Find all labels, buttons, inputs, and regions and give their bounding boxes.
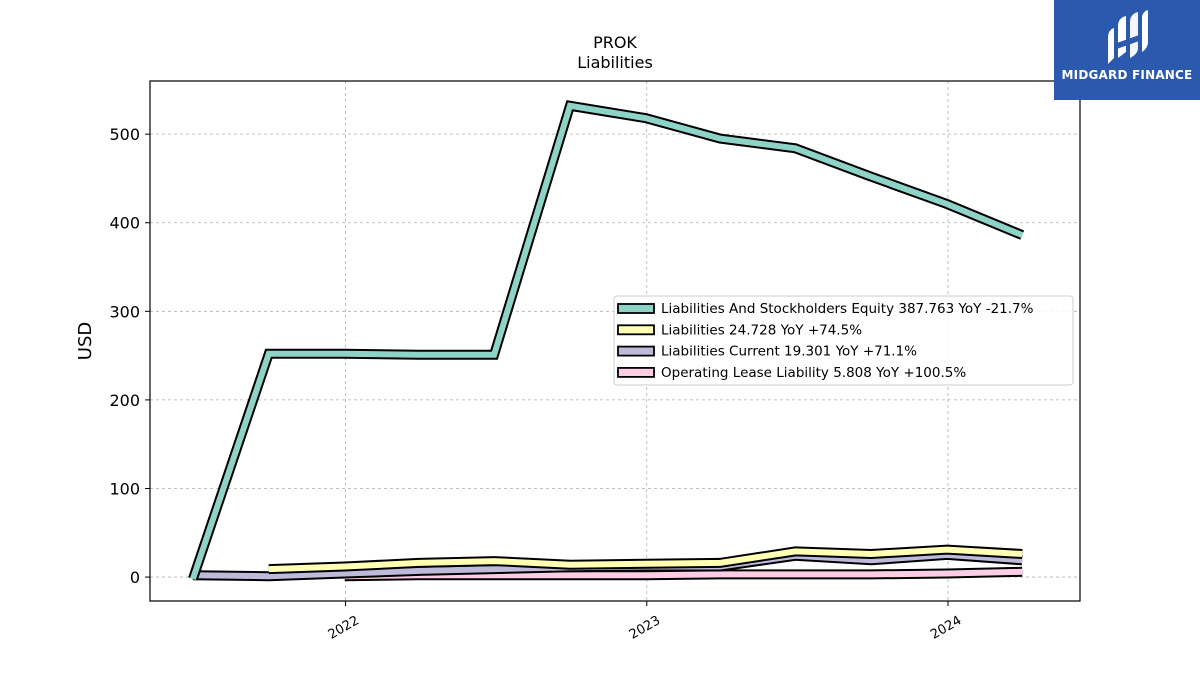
y-tick-label: 0 (130, 568, 140, 587)
y-tick-label: 100 (109, 479, 140, 498)
series-3 (344, 566, 1023, 582)
y-tick-label: 500 (109, 125, 140, 144)
legend-swatch (617, 345, 655, 357)
legend-swatch (617, 324, 655, 336)
x-axis-ticks: 2022 2023 2024 (326, 601, 964, 643)
logo-mark-icon (1108, 10, 1148, 64)
legend: Liabilities And Stockholders Equity 387.… (613, 295, 1074, 386)
chart-title: PROK (593, 33, 637, 52)
legend-box (613, 295, 1074, 386)
x-tick-label: 2022 (326, 613, 362, 643)
x-tick-label: 2023 (627, 613, 663, 643)
y-tick-label: 300 (109, 302, 140, 321)
y-axis-label: USD (75, 322, 96, 360)
legend-entry: Liabilities 24.728 YoY +74.5% (661, 322, 862, 338)
series-line (268, 546, 1023, 573)
series-line (190, 102, 1024, 580)
y-tick-label: 200 (109, 391, 140, 410)
brand-logo: MIDGARD FINANCE (1054, 0, 1200, 100)
legend-swatch (617, 303, 655, 314)
chart-subtitle: Liabilities (577, 53, 653, 72)
series-0 (188, 100, 1025, 581)
x-tick-label: 2024 (928, 613, 964, 643)
y-axis-ticks: 0 100 200 300 400 500 (109, 125, 150, 587)
legend-entry: Liabilities Current 19.301 YoY +71.1% (661, 344, 917, 360)
logo-text: MIDGARD FINANCE (1061, 68, 1193, 82)
series-1 (268, 544, 1023, 575)
legend-swatch (617, 366, 655, 378)
legend-entry: Liabilities And Stockholders Equity 387.… (661, 301, 1034, 317)
legend-entry: Operating Lease Liability 5.808 YoY +100… (661, 365, 966, 381)
plot-frame (149, 80, 1081, 602)
y-tick-label: 400 (109, 214, 140, 233)
series-line (344, 568, 1023, 580)
series-layer (188, 100, 1025, 582)
